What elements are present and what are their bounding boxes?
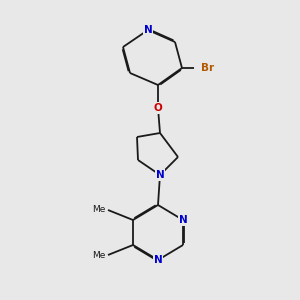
Text: N: N <box>154 255 162 265</box>
Text: N: N <box>144 25 152 35</box>
Text: O: O <box>154 103 162 113</box>
Text: Br: Br <box>201 63 214 73</box>
Text: N: N <box>156 170 164 180</box>
Text: N: N <box>178 215 188 225</box>
Text: Me: Me <box>92 206 106 214</box>
Text: Me: Me <box>92 250 106 260</box>
